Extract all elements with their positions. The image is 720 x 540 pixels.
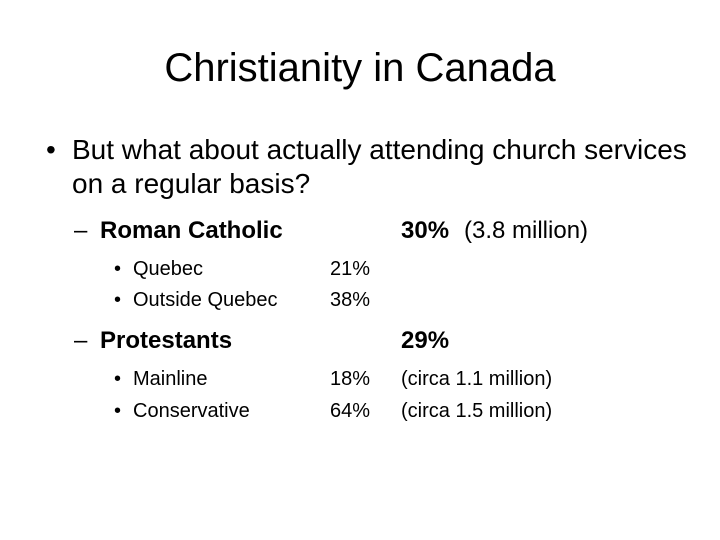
group-percent-roman-catholic: 30% — [401, 217, 450, 244]
item-label-conservative: Conservative — [133, 400, 250, 422]
item-percent-outside-quebec: 38% — [330, 289, 371, 311]
item-percent-quebec: 21% — [330, 258, 371, 280]
item-percent-conservative: 64% — [330, 400, 371, 422]
item-marker: • — [114, 258, 122, 280]
group-note-roman-catholic: (3.8 million) — [464, 217, 589, 244]
item-note-mainline: (circa 1.1 million) — [401, 368, 553, 390]
group-dash: – — [74, 327, 88, 354]
item-label-quebec: Quebec — [133, 258, 204, 280]
group-label-roman-catholic: Roman Catholic — [100, 217, 283, 244]
slide-title: Christianity in Canada — [164, 46, 556, 90]
main-bullet-text: But what about actually attending church… — [72, 134, 687, 199]
item-note-conservative: (circa 1.5 million) — [401, 400, 553, 422]
item-percent-mainline: 18% — [330, 368, 371, 390]
bullet-marker: • — [46, 134, 56, 165]
item-marker: • — [114, 400, 122, 422]
group-dash: – — [74, 217, 88, 244]
item-marker: • — [114, 368, 122, 390]
item-label-mainline: Mainline — [133, 368, 208, 390]
group-label-protestants: Protestants — [100, 327, 233, 354]
group-percent-protestants: 29% — [401, 327, 450, 354]
item-label-outside-quebec: Outside Quebec — [133, 289, 278, 311]
item-marker: • — [114, 289, 122, 311]
